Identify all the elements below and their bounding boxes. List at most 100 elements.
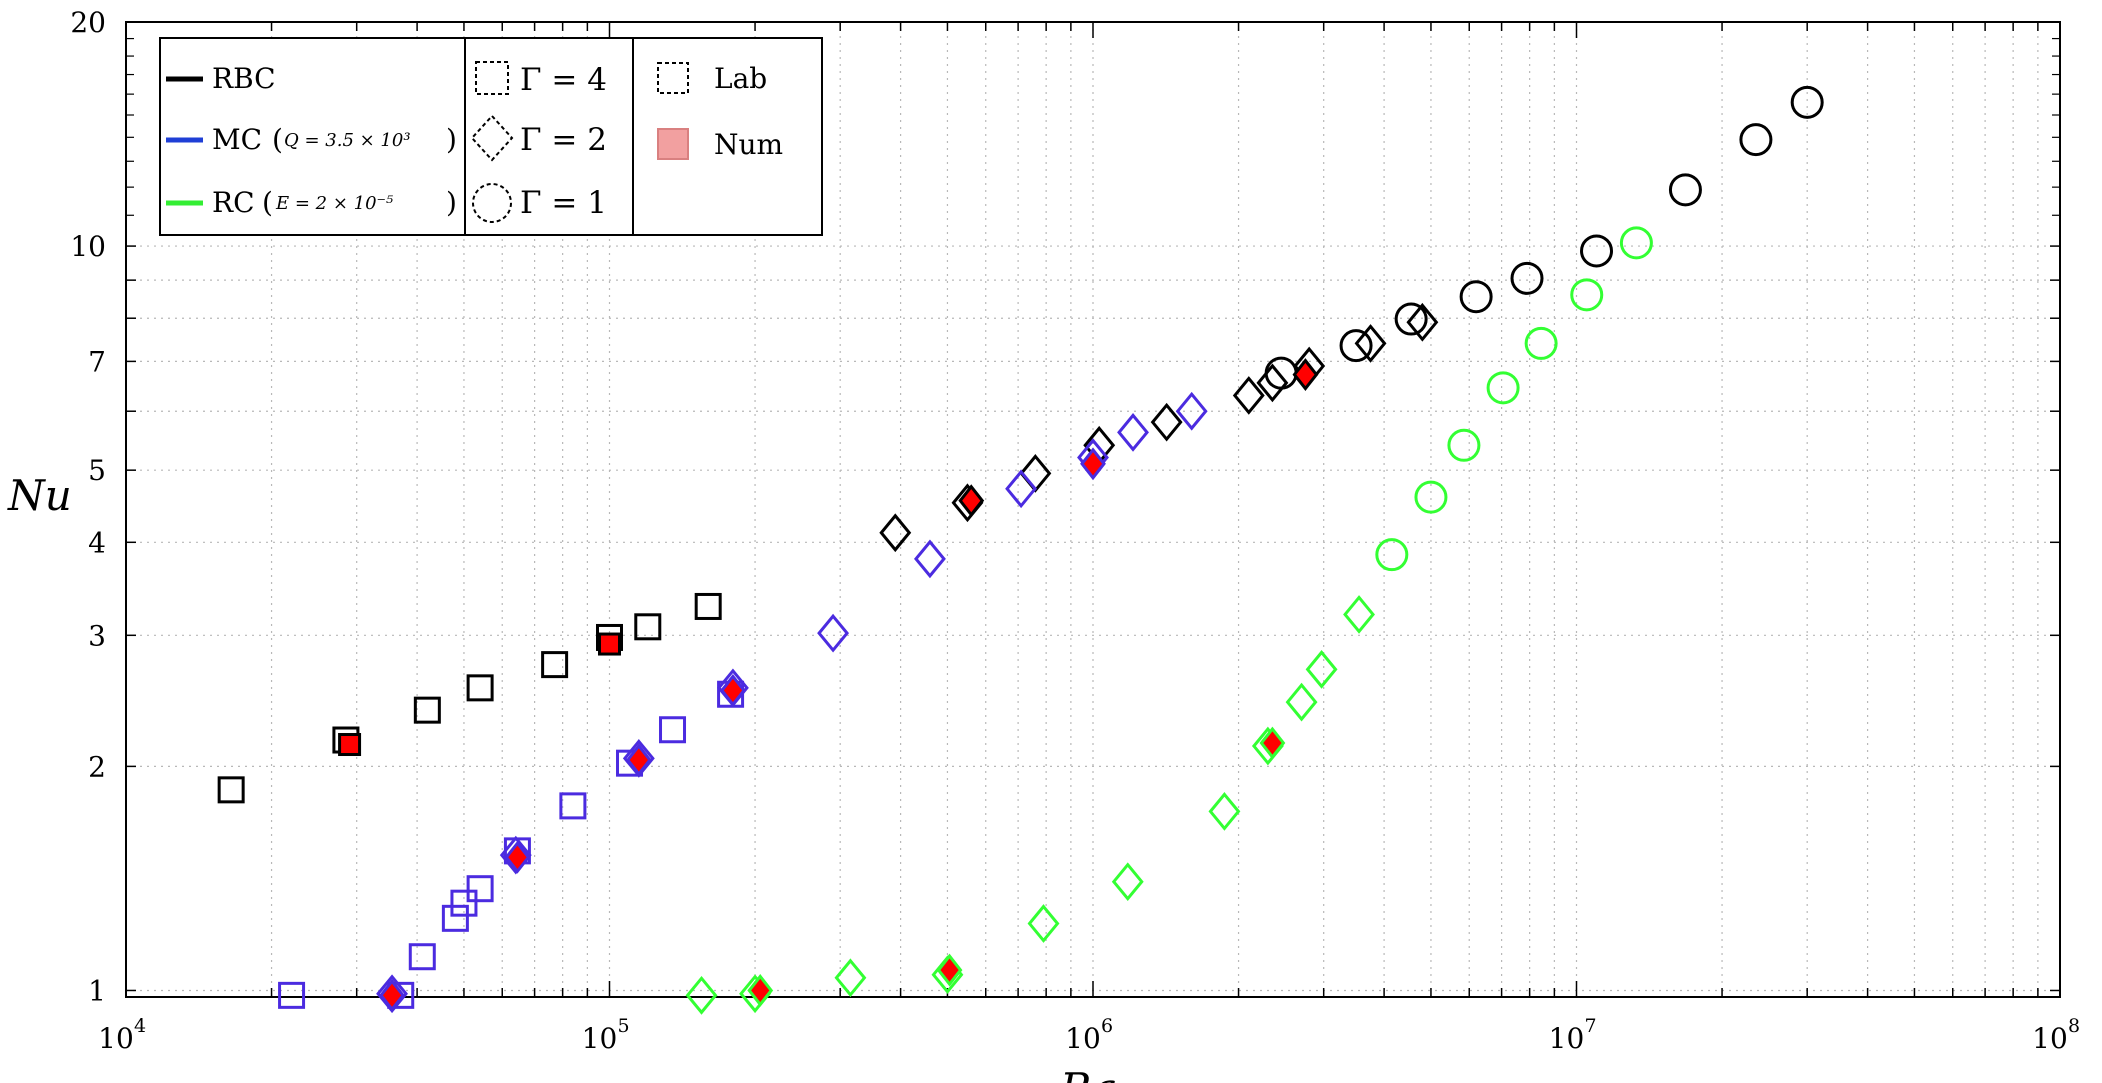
- rc-circle-lab-marker: [1486, 371, 1520, 405]
- mc-diamond-num-marker: [1080, 447, 1106, 481]
- legend-diamond-icon: [470, 114, 514, 162]
- rbc-diamond-lab-marker: [1150, 402, 1183, 442]
- rc-diamond-num-marker: [936, 953, 963, 987]
- mc-square-lab-marker: [559, 792, 587, 820]
- x-tick-label: 10 4: [98, 1015, 146, 1055]
- x-tick-label: 10 6: [1065, 1015, 1113, 1055]
- legend-paren-open: (: [262, 186, 273, 219]
- mc-square-lab-marker: [278, 981, 306, 1009]
- rbc-circle-lab-marker: [1459, 280, 1493, 314]
- rbc-square-num-marker: [598, 632, 621, 656]
- x-tick-exponent: 6: [1101, 1015, 1113, 1037]
- legend-box: [159, 37, 823, 236]
- mc-square-lab-marker: [408, 943, 436, 971]
- legend-num-icon: [657, 128, 689, 160]
- legend-param-rc: E = 2 × 10⁻⁵: [275, 193, 393, 214]
- legend-gamma-2: Γ = 2: [520, 122, 607, 158]
- x-tick-base: 10: [1549, 1022, 1585, 1055]
- rc-diamond-lab-marker: [1305, 650, 1338, 689]
- rbc-diamond-lab-marker: [1232, 376, 1265, 415]
- rc-circle-lab-marker: [1570, 278, 1604, 312]
- legend-circle-icon: [472, 183, 512, 223]
- rc-diamond-lab-marker: [1208, 792, 1241, 831]
- rbc-circle-lab-marker: [1339, 329, 1373, 363]
- rc-circle-lab-marker: [1619, 226, 1653, 260]
- legend-label-rbc: RBC: [212, 62, 276, 95]
- rbc-square-lab-marker: [541, 651, 569, 679]
- rc-diamond-lab-marker: [1027, 904, 1060, 943]
- x-tick-base: 10: [582, 1022, 618, 1055]
- rbc-circle-lab-marker: [1668, 173, 1702, 207]
- mc-square-lab-marker: [659, 716, 687, 744]
- rbc-diamond-lab-marker: [1406, 302, 1439, 342]
- rbc-square-lab-marker: [413, 696, 441, 724]
- x-tick-exponent: 8: [2068, 1015, 2080, 1037]
- rbc-circle-lab-marker: [1580, 234, 1614, 268]
- rbc-diamond-num-marker: [1292, 358, 1319, 392]
- rc-circle-lab-marker: [1447, 428, 1481, 462]
- legend-paren-close: ): [446, 123, 457, 156]
- rbc-diamond-lab-marker: [1354, 324, 1387, 363]
- legend-lab-label: Lab: [714, 62, 767, 95]
- legend: RBC MC ( Q = 3.5 × 10³ ) RC ( E = 2 × 10…: [159, 37, 823, 236]
- rbc-circle-lab-marker: [1739, 123, 1773, 157]
- rc-circle-lab-marker: [1375, 538, 1409, 572]
- legend-param-mc: Q = 3.5 × 10³: [284, 130, 411, 151]
- x-tick-base: 10: [2032, 1022, 2068, 1055]
- legend-gamma-4: Γ = 4: [520, 62, 607, 98]
- x-axis-label: Ra: [1059, 1064, 1118, 1083]
- mc-square-lab-marker: [441, 904, 469, 932]
- mc-diamond-num-marker: [720, 673, 746, 707]
- mc-diamond-num-marker: [504, 840, 531, 874]
- y-tick-label: 2: [88, 750, 106, 783]
- legend-paren-close: ): [446, 186, 457, 219]
- rc-diamond-lab-marker: [1111, 862, 1144, 902]
- mc-diamond-num-marker: [625, 743, 652, 777]
- y-tick-label: 20: [70, 6, 106, 39]
- legend-paren-open: (: [272, 123, 283, 156]
- rbc-square-lab-marker: [634, 613, 662, 641]
- rbc-diamond-lab-marker: [879, 513, 912, 553]
- rc-circle-lab-marker: [1524, 326, 1558, 360]
- y-axis-label: Nu: [7, 471, 72, 520]
- x-tick-exponent: 7: [1585, 1015, 1597, 1037]
- rbc-circle-lab-marker: [1394, 302, 1428, 336]
- rbc-circle-lab-marker: [1510, 261, 1544, 295]
- x-tick-label: 10 5: [582, 1015, 630, 1055]
- y-tick-label: 5: [88, 454, 106, 487]
- x-tick-base: 10: [1065, 1022, 1101, 1055]
- rbc-diamond-lab-marker: [1256, 363, 1289, 403]
- mc-diamond-lab-marker: [1005, 469, 1038, 509]
- legend-lab-icon: [657, 62, 689, 94]
- legend-label-rc: RC: [212, 186, 255, 219]
- x-tick-exponent: 5: [618, 1015, 630, 1037]
- rbc-square-lab-marker: [217, 776, 245, 804]
- rc-diamond-num-marker: [747, 974, 774, 1007]
- rc-diamond-lab-marker: [1343, 595, 1375, 634]
- mc-diamond-lab-marker: [1175, 391, 1208, 431]
- y-tick-label: 10: [70, 230, 106, 263]
- rc-diamond-lab-marker: [1285, 682, 1318, 722]
- mc-diamond-lab-marker: [914, 539, 946, 579]
- y-tick-label: 7: [88, 345, 106, 378]
- legend-label-mc: MC: [212, 123, 262, 156]
- rc-circle-lab-marker: [1414, 480, 1448, 514]
- mc-square-lab-marker: [450, 889, 478, 917]
- rc-diamond-num-marker: [1259, 726, 1286, 760]
- mc-diamond-num-marker: [379, 978, 405, 1012]
- x-tick-exponent: 4: [134, 1015, 146, 1037]
- rc-diamond-lab-marker: [685, 975, 718, 1015]
- y-tick-label: 4: [88, 526, 106, 559]
- legend-num-label: Num: [714, 128, 783, 161]
- mc-diamond-lab-marker: [817, 613, 850, 653]
- y-tick-label: 1: [88, 974, 106, 1007]
- x-tick-base: 10: [98, 1022, 134, 1055]
- y-tick-label: 3: [88, 619, 106, 652]
- x-tick-label: 10 7: [1549, 1015, 1597, 1055]
- mc-diamond-lab-marker: [1117, 413, 1149, 452]
- rbc-diamond-num-marker: [958, 484, 985, 518]
- legend-square-icon: [475, 61, 509, 95]
- legend-gamma-1: Γ = 1: [520, 185, 607, 221]
